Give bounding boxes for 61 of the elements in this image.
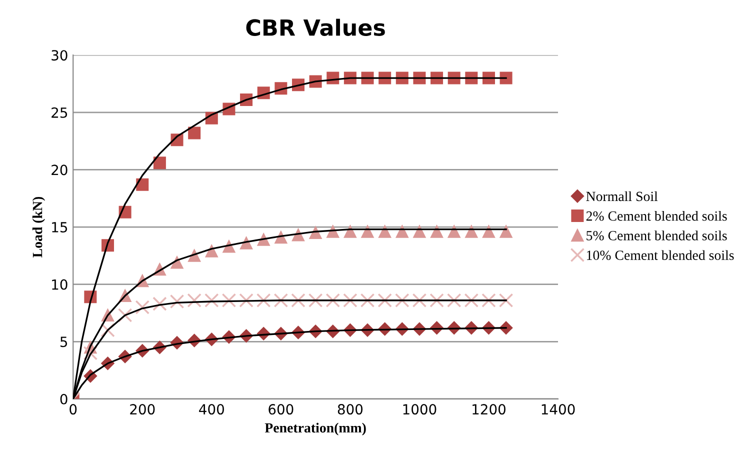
point xyxy=(136,178,149,191)
point xyxy=(465,225,478,238)
point xyxy=(412,293,427,308)
x-tick-label: 1400 xyxy=(542,404,575,415)
x-tick-label: 800 xyxy=(338,404,363,415)
y-tick-label: 0 xyxy=(60,394,68,404)
point xyxy=(394,293,410,308)
point xyxy=(308,293,323,308)
point xyxy=(291,293,306,308)
y-tick-label: 5 xyxy=(60,336,68,348)
x-tick-label: 600 xyxy=(268,404,294,415)
y-tick-label: 25 xyxy=(52,107,68,118)
point xyxy=(326,293,340,308)
x-axis-title: Penetration(mm) xyxy=(264,422,366,436)
point xyxy=(430,225,444,238)
x-tick-label: 1200 xyxy=(472,404,506,415)
point xyxy=(256,293,271,308)
point xyxy=(83,346,98,360)
point xyxy=(360,293,375,308)
point xyxy=(274,293,288,308)
point xyxy=(118,308,132,322)
point xyxy=(396,225,408,238)
point xyxy=(344,225,356,238)
point xyxy=(413,225,426,238)
point xyxy=(135,300,150,314)
point xyxy=(343,293,358,308)
x-tick-label: 1000 xyxy=(403,404,436,415)
point xyxy=(361,225,374,238)
point xyxy=(378,293,392,308)
y-tick-label: 15 xyxy=(52,222,68,232)
point xyxy=(239,293,254,308)
point xyxy=(188,126,201,140)
point xyxy=(498,293,514,308)
y-tick-label: 20 xyxy=(52,164,68,176)
point xyxy=(152,296,167,311)
legend-label: 10% Cement blended soils xyxy=(587,250,734,260)
point xyxy=(500,225,512,238)
point xyxy=(222,293,236,308)
point xyxy=(205,244,218,258)
point xyxy=(482,225,495,238)
y-tick-label: 30 xyxy=(52,50,68,61)
point xyxy=(446,293,462,308)
x-tick-label: 0 xyxy=(70,404,77,415)
legend-label: 2% Cement blended soils xyxy=(586,210,727,221)
x-tick-label: 400 xyxy=(199,404,224,415)
point xyxy=(153,156,166,170)
point xyxy=(464,293,479,308)
x-tick-label: 200 xyxy=(130,404,155,415)
point xyxy=(482,293,496,308)
point xyxy=(170,294,184,309)
legend-label: 5% Cement blended soils xyxy=(586,230,727,240)
chart-title: CBR Values xyxy=(246,18,385,36)
y-axis-title: Load (kN) xyxy=(32,196,46,258)
point xyxy=(204,293,219,308)
y-tick-label: 10 xyxy=(52,279,68,290)
point xyxy=(187,293,202,308)
point xyxy=(378,225,392,238)
point xyxy=(448,225,460,238)
point xyxy=(430,293,444,308)
legend-label: Normall Soil xyxy=(586,191,658,202)
point xyxy=(100,323,115,338)
